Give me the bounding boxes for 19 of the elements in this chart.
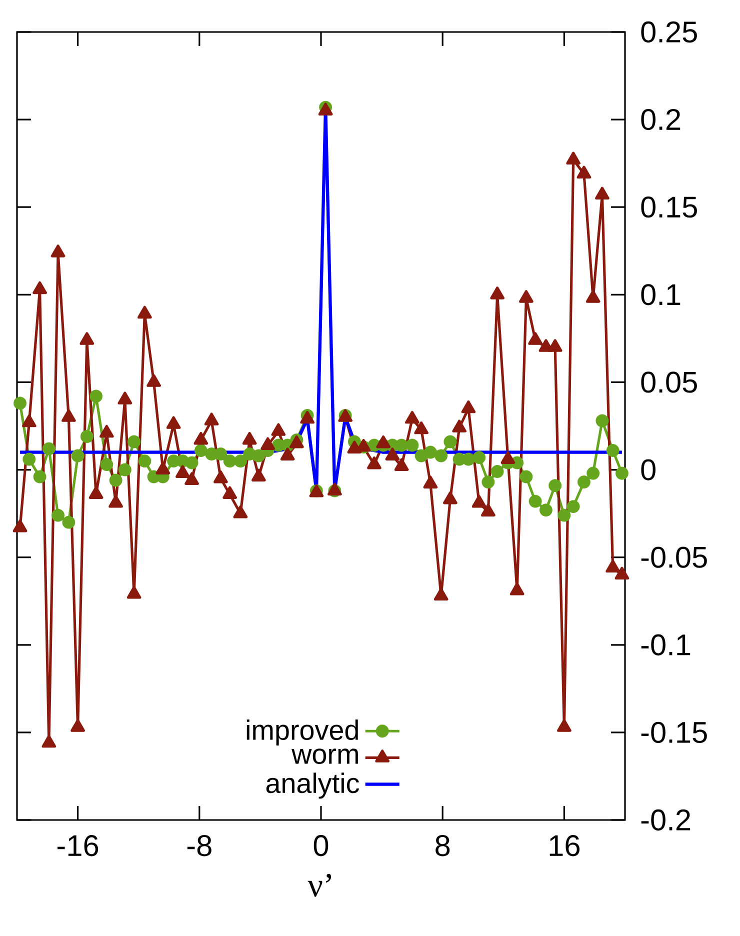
x-tick-label: 16 — [550, 835, 580, 856]
x-tick-label: -8 — [187, 835, 212, 856]
y-tick-label: 0.15 — [641, 196, 697, 218]
y-tick-label: 0 — [641, 459, 656, 480]
legend-label: improved — [246, 720, 358, 746]
x-tick-label: 8 — [436, 835, 450, 856]
x-tick-label: -16 — [58, 835, 98, 856]
y-tick-label: 0.25 — [641, 21, 697, 43]
y-tick-label: -0.2 — [641, 809, 690, 831]
y-tick-label: -0.15 — [641, 722, 707, 744]
x-axis-title: ν’ — [308, 874, 332, 897]
legend-label: analytic — [266, 772, 360, 799]
y-tick-label: -0.05 — [641, 546, 707, 568]
y-tick-label: 0.05 — [641, 372, 697, 393]
y-tick-label: -0.1 — [641, 634, 690, 656]
x-tick-label: 0 — [314, 835, 328, 856]
y-tick-label: 0.2 — [641, 108, 680, 130]
legend-label: worm — [292, 748, 358, 764]
y-tick-label: 0.1 — [641, 284, 680, 306]
